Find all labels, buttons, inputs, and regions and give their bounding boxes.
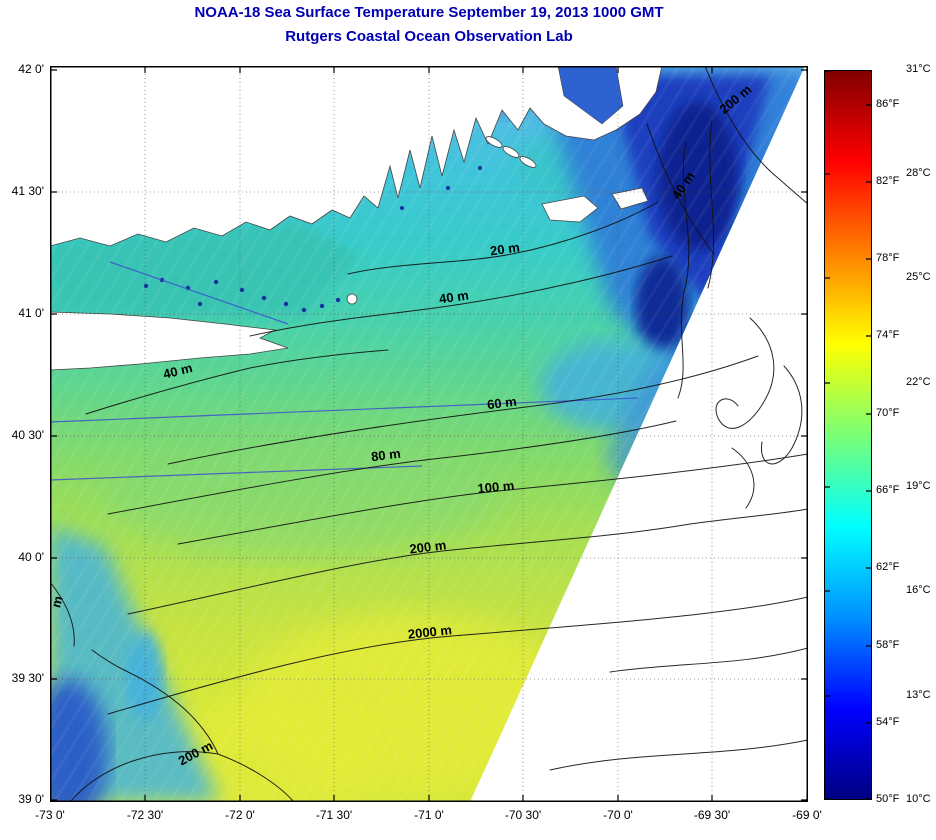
colorbar-f-label: 70°F [876,407,900,419]
page-subtitle: Rutgers Coastal Ocean Observation Lab [285,28,573,45]
contour-squiggle-1 [677,141,690,399]
contour-southeast-2 [549,739,809,771]
axis-ticks [49,66,808,802]
colorbar-c-label: 28°C [906,167,931,179]
colorbar-f-label: 78°F [876,252,900,264]
elizabeth-islands [485,136,537,168]
colorbar [824,70,872,800]
contour-label: 60 m [486,394,517,413]
contour-40m-northeast [646,123,715,255]
contour-40m-mid [249,255,673,337]
colorbar-f-label: 58°F [876,639,900,651]
land [49,65,663,371]
contour-label: m [50,594,66,609]
colorbar-f-label: 50°F [876,793,900,805]
x-axis-tick-label: -72 0' [225,808,255,822]
contour-40m-left [85,349,389,415]
y-axis-tick-label: 41 0' [18,306,44,320]
colorbar-f-label: 54°F [876,716,900,728]
x-axis-tick-label: -71 0' [414,808,444,822]
contour-20m [347,201,659,275]
colorbar-border [824,70,872,800]
colorbar-f-label: 86°F [876,98,900,110]
block-island [346,293,358,305]
sst-map-plot-area: 200 m 40 m 20 m 40 m 40 m 60 m 80 m 100 … [48,65,809,803]
contour-80m [107,420,677,515]
contour-200m [127,508,809,615]
colorbar-c-label: 19°C [906,480,931,492]
colorbar-f-label: 74°F [876,329,900,341]
y-axis-tick-label: 39 0' [18,792,44,806]
y-axis-tick-label: 41 30' [11,184,44,198]
colorbar-gradient [824,70,872,800]
contour-label: 20 m [489,239,520,258]
mainland-coast [49,65,663,247]
contour-left-edge [49,581,75,647]
colorbar-f-label: 82°F [876,175,900,187]
colorbar-c-label: 25°C [906,271,931,283]
x-axis-tick-label: -70 0' [603,808,633,822]
sst-map-svg: 200 m 40 m 20 m 40 m 40 m 60 m 80 m 100 … [48,65,809,803]
y-axis-tick-label: 39 30' [11,671,44,685]
contour-100m [177,453,809,545]
page-title: NOAA-18 Sea Surface Temperature Septembe… [194,4,664,21]
colorbar-c-label: 16°C [906,584,931,596]
x-axis-tick-label: -69 30' [693,808,731,822]
contour-2000m [107,596,809,715]
colorbar-c-label: 22°C [906,376,931,388]
contour-swirl-1 [715,317,775,429]
colorbar-c-label: 10°C [906,793,931,805]
marthas-vineyard-island [541,195,599,223]
contour-200m-southwest [69,649,219,803]
y-axis-tick-label: 40 30' [11,428,44,442]
y-axis-tick-label: 42 0' [18,62,44,76]
colorbar-ticks [824,70,872,800]
contour-label: 2000 m [407,622,452,642]
colorbar-f-label: 62°F [876,561,900,573]
sound-islets [143,166,482,313]
contour-60m [167,355,759,465]
contour-swirl-3 [731,447,755,509]
nantucket-island [611,187,649,210]
contour-swirl-2 [761,365,803,465]
contour-label: 40 m [162,360,194,382]
contour-label: 200 m [409,537,447,556]
contour-label: 100 m [477,478,515,496]
graticule-grid [50,66,808,802]
bathymetry-contours [49,65,809,803]
x-axis-tick-label: -73 0' [35,808,65,822]
y-axis-tick-label: 40 0' [18,550,44,564]
colorbar-c-label: 31°C [906,63,931,75]
colorbar-f-label: 66°F [876,484,900,496]
colorbar-c-label: 13°C [906,689,931,701]
contour-200m-southwest-b [217,753,295,803]
contour-label: 80 m [370,446,401,465]
long-island [49,311,289,371]
x-axis-tick-label: -69 0' [792,808,822,822]
colorbar-svg [824,70,872,800]
x-axis-tick-label: -70 30' [504,808,542,822]
x-axis-tick-label: -71 30' [315,808,353,822]
contour-label: 40 m [438,287,469,306]
plot-border [50,66,808,802]
x-axis-tick-label: -72 30' [126,808,164,822]
contour-200m-northeast [704,65,809,205]
contour-southeast-1 [609,647,809,673]
